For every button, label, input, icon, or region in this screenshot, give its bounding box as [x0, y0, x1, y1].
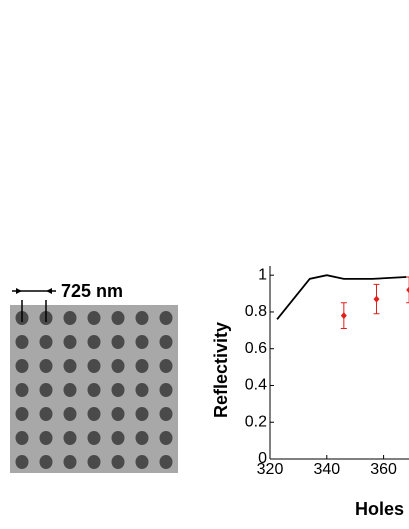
y-tick-label: 0.6	[245, 340, 267, 357]
data-point	[406, 286, 409, 294]
hole	[159, 455, 173, 469]
hole	[159, 359, 173, 373]
hole	[87, 335, 101, 349]
hole	[15, 383, 29, 397]
hole	[159, 407, 173, 421]
y-tick-label: 0.8	[245, 303, 267, 320]
hole	[135, 335, 149, 349]
hole	[15, 431, 29, 445]
hole	[87, 383, 101, 397]
y-axis-label: Reflectivity	[211, 322, 231, 418]
hole	[15, 407, 29, 421]
hole	[159, 383, 173, 397]
scale-label: 725 nm	[61, 281, 123, 301]
hole	[111, 359, 125, 373]
hole	[135, 311, 149, 325]
hole	[63, 407, 77, 421]
scale-bar: 725 nm	[12, 281, 123, 322]
hole	[15, 455, 29, 469]
x-tick-label: 360	[370, 461, 397, 478]
hole	[87, 311, 101, 325]
hole	[135, 407, 149, 421]
x-axis-label: Holes	[355, 499, 404, 519]
hole	[87, 455, 101, 469]
x-tick-label: 340	[313, 461, 340, 478]
y-tick-label: 0	[258, 450, 267, 467]
hole	[111, 383, 125, 397]
hole	[159, 311, 173, 325]
hole	[39, 359, 53, 373]
hole	[135, 431, 149, 445]
hole	[159, 431, 173, 445]
hole	[111, 407, 125, 421]
hole	[111, 335, 125, 349]
hole	[159, 335, 173, 349]
hole	[135, 383, 149, 397]
hole	[87, 431, 101, 445]
hole	[87, 407, 101, 421]
hole	[15, 359, 29, 373]
hole	[63, 455, 77, 469]
hole	[111, 431, 125, 445]
hole	[39, 407, 53, 421]
hole	[39, 431, 53, 445]
hole	[63, 383, 77, 397]
error-bar	[406, 276, 409, 304]
hole	[63, 359, 77, 373]
sem-image	[10, 305, 178, 473]
y-tick-label: 0.2	[245, 413, 267, 430]
hole	[135, 359, 149, 373]
data-point	[340, 312, 347, 320]
hole	[63, 431, 77, 445]
hole	[39, 335, 53, 349]
hole	[111, 455, 125, 469]
data-point	[373, 295, 380, 303]
y-tick-label: 0.4	[245, 377, 267, 394]
hole	[15, 335, 29, 349]
hole-grid	[15, 311, 173, 469]
hole	[39, 383, 53, 397]
hole	[87, 359, 101, 373]
y-tick-label: 1	[258, 266, 267, 283]
hole	[135, 455, 149, 469]
hole	[63, 335, 77, 349]
hole	[39, 455, 53, 469]
hole	[63, 311, 77, 325]
x-tick-label: 320	[257, 461, 284, 478]
line	[276, 274, 407, 320]
hole	[111, 311, 125, 325]
